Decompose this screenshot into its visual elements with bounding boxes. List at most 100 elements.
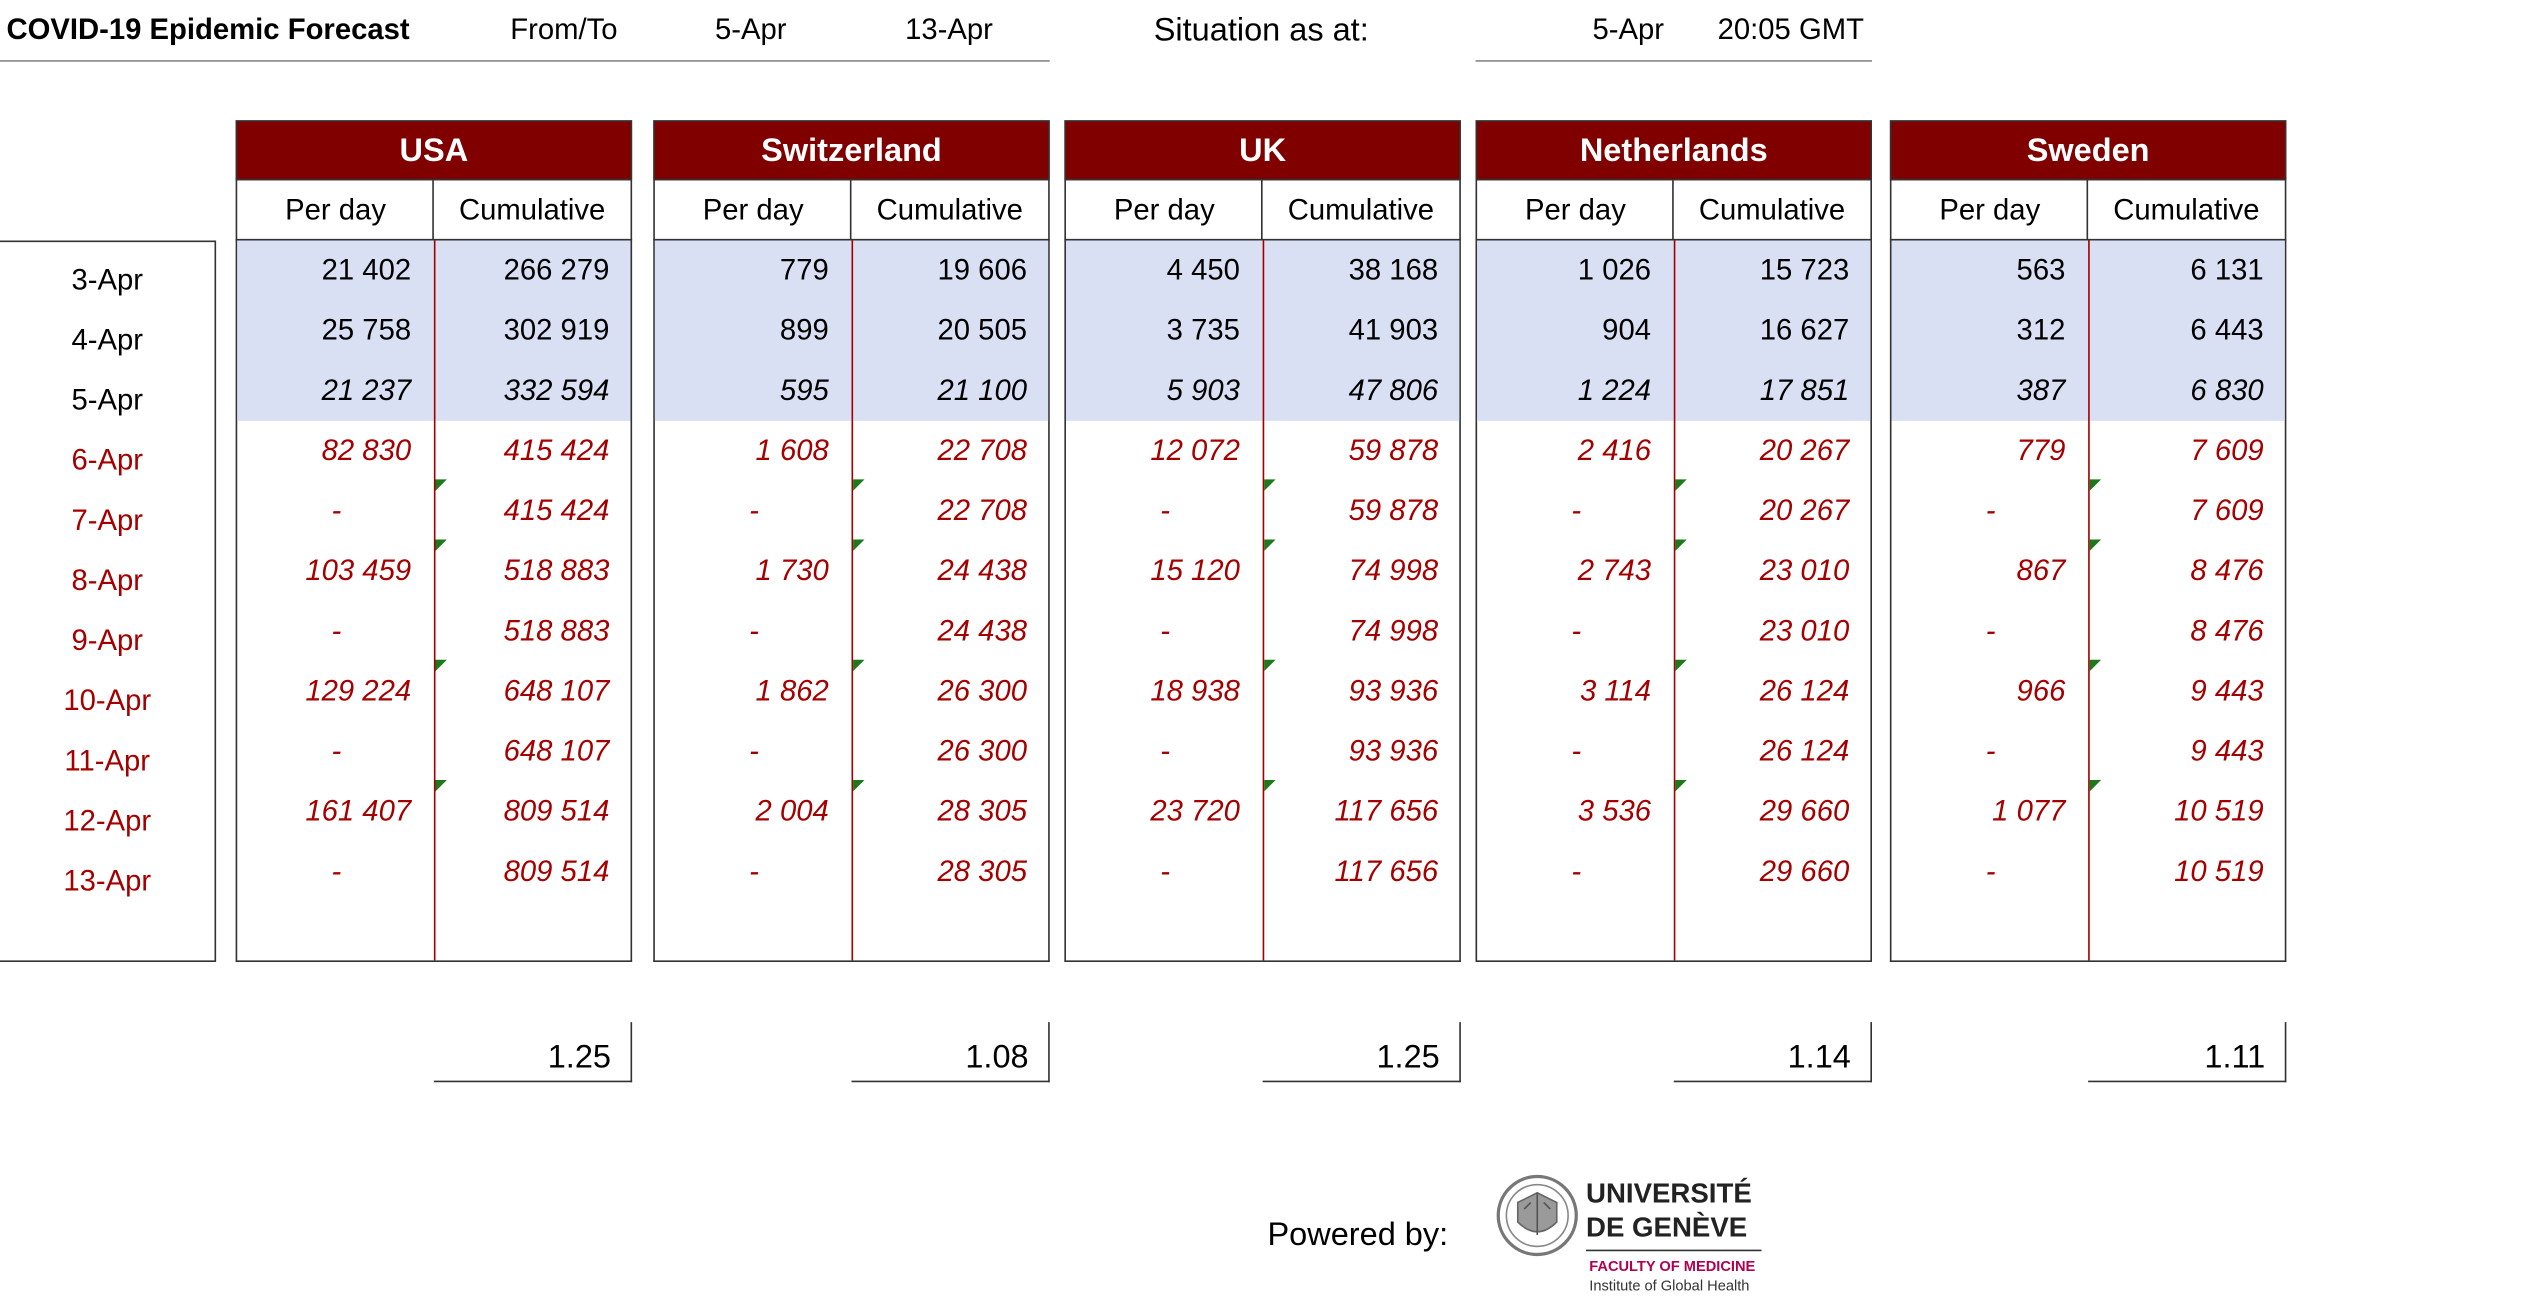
- per-day-cell[interactable]: 21 237: [321, 373, 412, 407]
- per-day-cell[interactable]: 595: [779, 373, 829, 407]
- per-day-cell[interactable]: -: [1985, 734, 1996, 768]
- per-day-cell[interactable]: -: [1571, 614, 1582, 647]
- cumulative-cell[interactable]: 20 267: [1759, 433, 1850, 467]
- cumulative-cell[interactable]: 17 851: [1759, 373, 1850, 407]
- per-day-cell[interactable]: -: [1160, 614, 1170, 647]
- cumulative-cell[interactable]: 10 519: [2174, 854, 2264, 888]
- comment-marker-icon[interactable]: [1264, 479, 1276, 491]
- per-day-cell[interactable]: 779: [779, 253, 829, 287]
- cumulative-cell[interactable]: 6 830: [2190, 373, 2264, 407]
- comment-marker-icon[interactable]: [2089, 780, 2102, 792]
- cumulative-cell[interactable]: 24 438: [937, 614, 1027, 647]
- cumulative-cell[interactable]: 16 627: [1759, 313, 1850, 347]
- per-day-cell[interactable]: 904: [1602, 313, 1651, 347]
- cumulative-cell[interactable]: 29 660: [1759, 854, 1850, 888]
- per-day-cell[interactable]: 2 743: [1577, 554, 1651, 587]
- cumulative-cell[interactable]: 8 476: [2190, 614, 2264, 647]
- comment-marker-icon[interactable]: [853, 659, 865, 672]
- cumulative-cell[interactable]: 19 606: [937, 253, 1027, 287]
- growth-factor-switzerland[interactable]: 1.08: [851, 1022, 1050, 1083]
- cumulative-cell[interactable]: 28 305: [937, 794, 1027, 828]
- per-day-cell[interactable]: -: [1571, 734, 1582, 768]
- cumulative-cell[interactable]: 7 609: [2190, 494, 2264, 527]
- per-day-cell[interactable]: -: [1571, 854, 1582, 888]
- per-day-cell[interactable]: -: [331, 614, 342, 647]
- cumulative-cell[interactable]: 8 476: [2190, 554, 2264, 587]
- cumulative-cell[interactable]: 47 806: [1348, 373, 1439, 407]
- cumulative-cell[interactable]: 7 609: [2190, 433, 2264, 467]
- situation-time[interactable]: 20:05 GMT: [1717, 13, 1864, 46]
- cumulative-cell[interactable]: 21 100: [937, 373, 1027, 407]
- cumulative-cell[interactable]: 332 594: [503, 373, 610, 407]
- cumulative-cell[interactable]: 23 010: [1759, 614, 1850, 647]
- per-day-cell[interactable]: -: [331, 494, 342, 527]
- cumulative-cell[interactable]: 26 124: [1759, 734, 1850, 768]
- per-day-cell[interactable]: 779: [2016, 433, 2066, 467]
- comment-marker-icon[interactable]: [853, 780, 865, 792]
- cumulative-cell[interactable]: 518 883: [503, 554, 610, 587]
- cumulative-cell[interactable]: 23 010: [1759, 554, 1850, 587]
- per-day-cell[interactable]: -: [1160, 494, 1170, 527]
- per-day-cell[interactable]: 1 730: [755, 554, 829, 587]
- per-day-cell[interactable]: 129 224: [305, 674, 412, 707]
- cumulative-cell[interactable]: 117 656: [1334, 854, 1439, 888]
- cumulative-cell[interactable]: 26 300: [937, 734, 1027, 768]
- cumulative-cell[interactable]: 24 438: [937, 554, 1027, 587]
- per-day-cell[interactable]: 966: [2016, 674, 2066, 707]
- comment-marker-icon[interactable]: [1675, 659, 1687, 672]
- per-day-cell[interactable]: 5 903: [1166, 373, 1240, 407]
- cumulative-cell[interactable]: 809 514: [503, 794, 610, 828]
- per-day-cell[interactable]: -: [1160, 734, 1170, 768]
- cumulative-cell[interactable]: 415 424: [503, 494, 610, 527]
- cumulative-cell[interactable]: 10 519: [2174, 794, 2264, 828]
- cumulative-cell[interactable]: 302 919: [503, 313, 610, 347]
- growth-factor-sweden[interactable]: 1.11: [2088, 1022, 2287, 1083]
- per-day-cell[interactable]: 1 224: [1577, 373, 1651, 407]
- comment-marker-icon[interactable]: [1675, 479, 1687, 491]
- per-day-cell[interactable]: 103 459: [305, 554, 412, 587]
- per-day-cell[interactable]: -: [749, 734, 759, 768]
- per-day-cell[interactable]: 23 720: [1150, 794, 1240, 828]
- cumulative-cell[interactable]: 117 656: [1334, 794, 1439, 828]
- per-day-cell[interactable]: 25 758: [321, 313, 412, 347]
- per-day-cell[interactable]: 82 830: [321, 433, 412, 467]
- comment-marker-icon[interactable]: [1675, 780, 1687, 792]
- cumulative-cell[interactable]: 29 660: [1759, 794, 1850, 828]
- from-date[interactable]: 5-Apr: [715, 13, 787, 46]
- cumulative-cell[interactable]: 74 998: [1348, 614, 1439, 647]
- comment-marker-icon[interactable]: [2089, 479, 2102, 491]
- cumulative-cell[interactable]: 9 443: [2190, 674, 2264, 707]
- cumulative-cell[interactable]: 648 107: [503, 734, 610, 768]
- per-day-cell[interactable]: 12 072: [1150, 433, 1240, 467]
- cumulative-cell[interactable]: 93 936: [1348, 674, 1439, 707]
- situation-date[interactable]: 5-Apr: [1592, 13, 1665, 46]
- per-day-cell[interactable]: 1 608: [755, 433, 829, 467]
- cumulative-cell[interactable]: 20 505: [937, 313, 1027, 347]
- cumulative-cell[interactable]: 9 443: [2190, 734, 2264, 768]
- unige-logo[interactable]: UNIVERSITÉ DE GENÈVE FACULTY OF MEDICINE…: [1495, 1173, 1771, 1300]
- comment-marker-icon[interactable]: [435, 659, 447, 672]
- cumulative-cell[interactable]: 809 514: [503, 854, 610, 888]
- cumulative-cell[interactable]: 26 124: [1759, 674, 1850, 707]
- per-day-cell[interactable]: 899: [779, 313, 829, 347]
- per-day-cell[interactable]: -: [1571, 494, 1582, 527]
- per-day-cell[interactable]: 3 735: [1166, 313, 1240, 347]
- per-day-cell[interactable]: 563: [2016, 253, 2066, 287]
- comment-marker-icon[interactable]: [853, 539, 865, 551]
- comment-marker-icon[interactable]: [435, 539, 447, 551]
- comment-marker-icon[interactable]: [2089, 659, 2102, 672]
- cumulative-cell[interactable]: 648 107: [503, 674, 610, 707]
- comment-marker-icon[interactable]: [435, 780, 447, 792]
- cumulative-cell[interactable]: 26 300: [937, 674, 1027, 707]
- comment-marker-icon[interactable]: [435, 479, 447, 491]
- cumulative-cell[interactable]: 15 723: [1759, 253, 1850, 287]
- per-day-cell[interactable]: -: [331, 734, 342, 768]
- per-day-cell[interactable]: 1 862: [755, 674, 829, 707]
- cumulative-cell[interactable]: 518 883: [503, 614, 610, 647]
- per-day-cell[interactable]: 2 004: [755, 794, 829, 828]
- per-day-cell[interactable]: -: [749, 614, 759, 647]
- growth-factor-usa[interactable]: 1.25: [433, 1022, 633, 1083]
- cumulative-cell[interactable]: 41 903: [1348, 313, 1439, 347]
- cumulative-cell[interactable]: 38 168: [1348, 253, 1439, 287]
- per-day-cell[interactable]: 15 120: [1150, 554, 1240, 587]
